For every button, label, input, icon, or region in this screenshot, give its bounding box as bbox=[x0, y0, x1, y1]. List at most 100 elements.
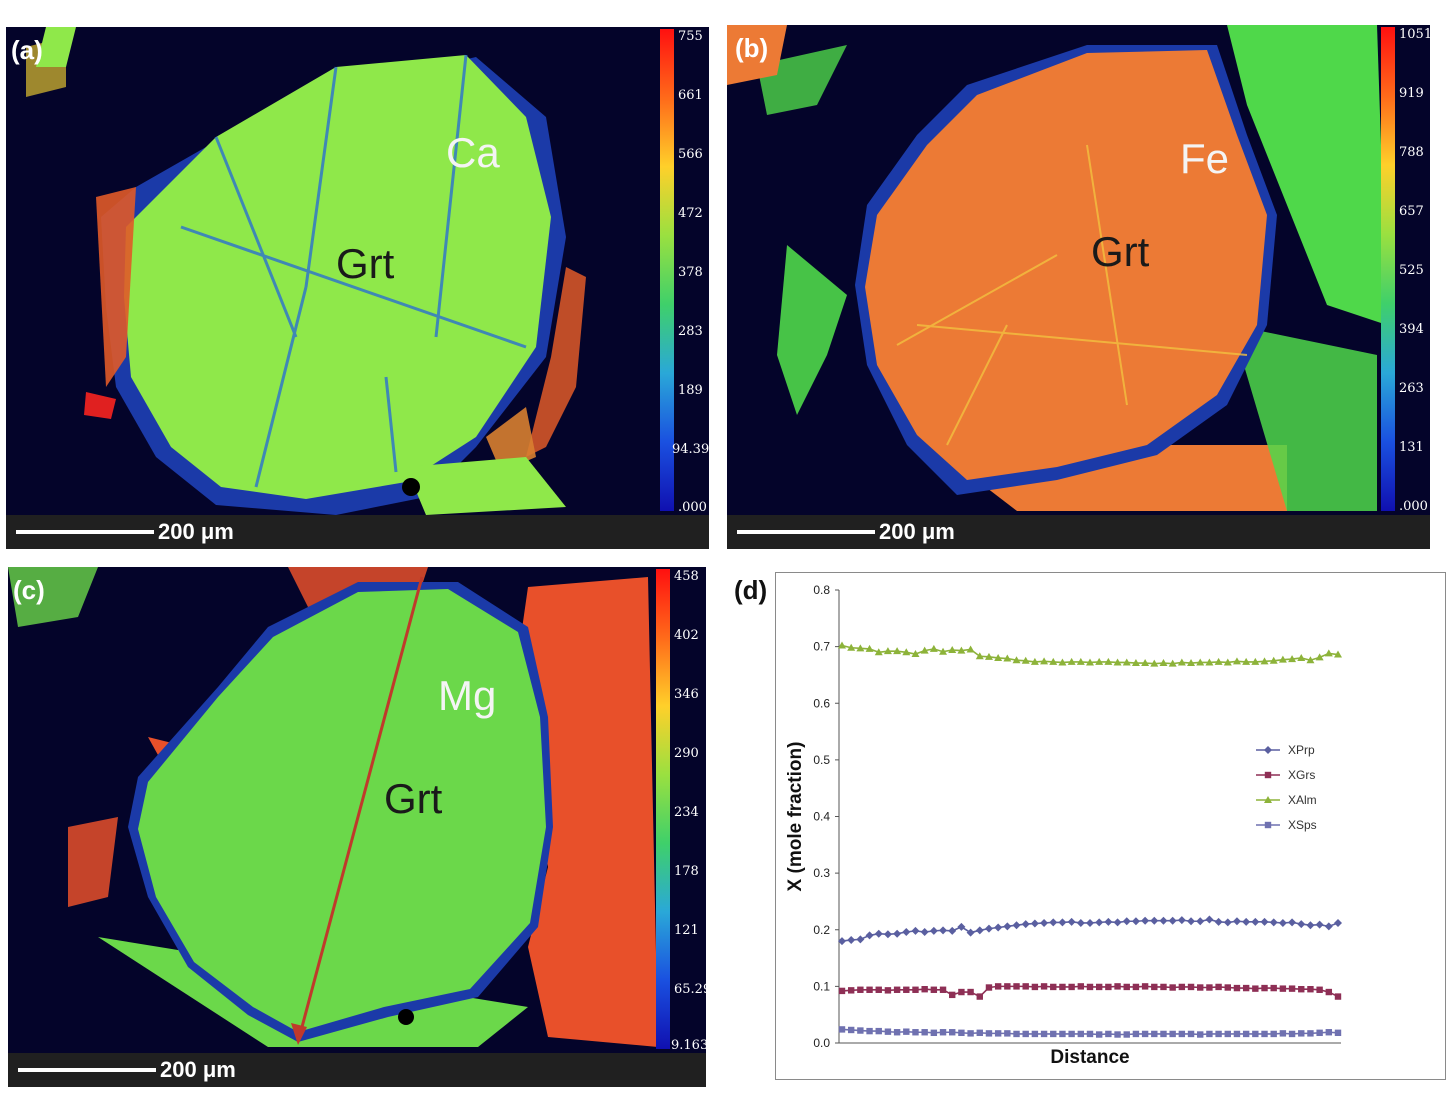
data-point-xalm bbox=[1113, 658, 1122, 666]
data-point-xgrs bbox=[1160, 983, 1167, 991]
data-point-xalm bbox=[1315, 653, 1324, 661]
colorbar-tick: 919 bbox=[1399, 86, 1424, 101]
data-point-xgrs bbox=[976, 993, 983, 1000]
data-point-xgrs bbox=[1050, 983, 1057, 991]
legend-entry: XGrs bbox=[1288, 768, 1315, 782]
data-point-xalm bbox=[984, 652, 993, 660]
data-point-xalm bbox=[1104, 657, 1113, 665]
data-point-xgrs bbox=[1123, 983, 1130, 991]
data-point-xprp bbox=[1306, 921, 1315, 930]
data-point-xsps bbox=[939, 1029, 947, 1036]
colorbar-tick: 1051 bbox=[1399, 27, 1430, 42]
data-point-xsps bbox=[866, 1027, 873, 1035]
data-point-xprp bbox=[1334, 918, 1342, 927]
data-point-xalm bbox=[1232, 657, 1241, 665]
data-point-xgrs bbox=[1252, 985, 1259, 992]
data-point-xgrs bbox=[912, 986, 919, 993]
data-point-xalm bbox=[1214, 657, 1223, 665]
data-point-xalm bbox=[1205, 658, 1214, 666]
data-point-xalm bbox=[1223, 658, 1232, 666]
data-point-xgrs bbox=[857, 986, 864, 993]
data-point-xprp bbox=[1168, 916, 1177, 925]
colorbar-tick: 402 bbox=[674, 628, 699, 643]
data-point-xsps bbox=[1059, 1030, 1066, 1038]
chart-panel-d: 0.0 0.1 0.2 0.3 0.4 0.5 0.6 0.7 0.8 Distance X (mo… bbox=[775, 572, 1446, 1080]
map-image-c bbox=[8, 567, 706, 1087]
colorbar-tick: 189 bbox=[678, 383, 703, 398]
data-point-xgrs bbox=[1013, 983, 1020, 990]
panel-letter-a: (a) bbox=[11, 35, 43, 65]
data-point-xsps bbox=[921, 1029, 928, 1036]
data-point-xgrs bbox=[1298, 986, 1305, 993]
data-point-xalm bbox=[920, 646, 929, 654]
data-point-xgrs bbox=[1169, 984, 1176, 991]
colorbar-tick: 283 bbox=[678, 324, 703, 339]
element-label-fe: Fe bbox=[1180, 135, 1230, 182]
data-point-xgrs bbox=[884, 987, 892, 994]
data-point-xsps bbox=[967, 1030, 974, 1037]
panel-letter-b: (b) bbox=[735, 33, 769, 63]
data-point-xsps bbox=[1334, 1029, 1342, 1037]
data-point-xprp bbox=[948, 926, 957, 935]
data-point-xalm bbox=[1251, 657, 1260, 665]
data-point-xgrs bbox=[949, 991, 956, 999]
data-point-xalm bbox=[838, 641, 846, 649]
data-point-xsps bbox=[1197, 1031, 1204, 1038]
colorbar-tick: 394 bbox=[1399, 322, 1424, 337]
data-point-xgrs bbox=[1197, 984, 1204, 991]
data-point-xgrs bbox=[1004, 983, 1011, 990]
data-point-xalm bbox=[948, 646, 957, 654]
data-point-xprp bbox=[984, 924, 993, 933]
data-point-xprp bbox=[1113, 918, 1122, 927]
data-point-xprp bbox=[1223, 918, 1232, 927]
data-point-xprp bbox=[1205, 915, 1214, 924]
data-point-xgrs bbox=[1114, 983, 1121, 990]
data-point-xalm bbox=[1177, 658, 1186, 666]
data-point-xalm bbox=[1168, 659, 1177, 667]
data-point-xalm bbox=[1040, 657, 1049, 665]
data-point-xprp bbox=[1278, 918, 1287, 927]
data-point-xalm bbox=[939, 647, 948, 655]
data-point-xsps bbox=[847, 1026, 855, 1034]
data-point-xalm bbox=[966, 645, 975, 653]
data-point-xsps bbox=[1288, 1030, 1296, 1038]
data-point-xalm bbox=[1288, 655, 1297, 663]
data-point-xprp bbox=[1214, 917, 1223, 926]
data-point-xgrs bbox=[1233, 984, 1241, 992]
colorbar-tick: 472 bbox=[678, 206, 703, 221]
data-point-xprp bbox=[865, 931, 874, 940]
colorbar-tick: 65.29 bbox=[674, 982, 706, 997]
data-point-xgrs bbox=[967, 988, 974, 996]
y-tick-label: 0.8 bbox=[813, 583, 830, 597]
data-point-xalm bbox=[1141, 659, 1150, 667]
panel-letter-c: (c) bbox=[13, 575, 45, 605]
colorbar-tick: 263 bbox=[1399, 381, 1424, 396]
data-point-xprp bbox=[1076, 918, 1085, 927]
data-point-xprp bbox=[1196, 917, 1205, 926]
colorbar-tick: 661 bbox=[678, 88, 703, 103]
data-point-xalm bbox=[1021, 656, 1030, 664]
scale-bar-line bbox=[737, 530, 875, 534]
data-point-xsps bbox=[1123, 1031, 1130, 1038]
data-point-xgrs bbox=[1105, 983, 1112, 991]
legend-marker bbox=[1264, 746, 1272, 754]
scale-bar: 200 μm bbox=[6, 515, 709, 549]
y-tick-label: 0.7 bbox=[813, 640, 830, 654]
data-point-xprp bbox=[1131, 917, 1140, 926]
data-point-xsps bbox=[1151, 1030, 1158, 1038]
data-point-xprp bbox=[1058, 918, 1067, 927]
data-point-xgrs bbox=[1095, 983, 1103, 991]
data-point-xsps bbox=[1169, 1030, 1176, 1038]
data-point-xalm bbox=[902, 648, 911, 656]
data-point-xprp bbox=[1141, 916, 1150, 925]
data-point-xgrs bbox=[939, 986, 947, 993]
data-point-xalm bbox=[975, 652, 984, 660]
data-point-xsps bbox=[930, 1029, 938, 1037]
data-point-xprp bbox=[1288, 918, 1297, 927]
data-point-xalm bbox=[929, 644, 938, 652]
colorbar-tick: 346 bbox=[674, 687, 699, 702]
map-image-a bbox=[6, 27, 709, 549]
data-point-xalm bbox=[1260, 657, 1269, 665]
data-point-xprp bbox=[1003, 922, 1012, 931]
scale-bar-label: 200 μm bbox=[158, 519, 234, 544]
